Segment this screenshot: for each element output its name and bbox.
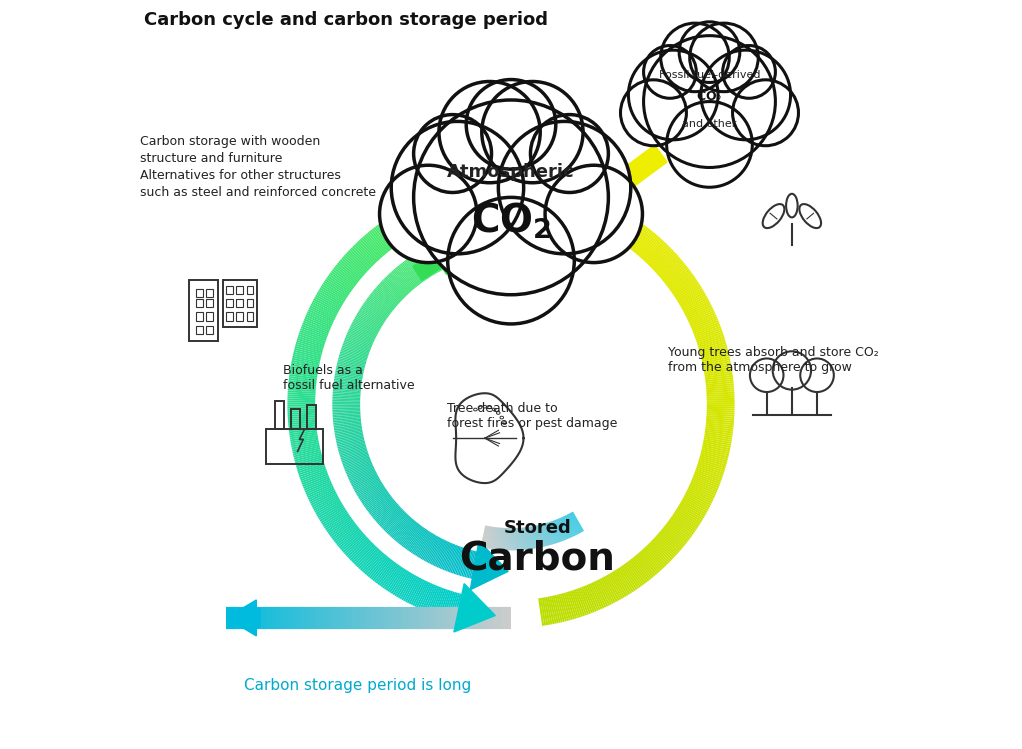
Polygon shape [470, 541, 508, 589]
Ellipse shape [483, 405, 486, 408]
Bar [246, 299, 253, 307]
Bar [236, 285, 243, 294]
Bar [206, 312, 213, 321]
FancyArrow shape [392, 195, 448, 234]
Ellipse shape [473, 408, 477, 411]
Circle shape [666, 102, 752, 187]
FancyArrow shape [552, 192, 623, 235]
Circle shape [379, 166, 477, 263]
Circle shape [499, 121, 631, 254]
Bar [196, 299, 202, 307]
Circle shape [620, 80, 687, 146]
Bar [196, 289, 202, 297]
Circle shape [414, 100, 608, 295]
Text: Atmospheric: Atmospheric [448, 163, 574, 181]
Text: CO$_2$: CO$_2$ [696, 90, 723, 105]
Bar [246, 285, 253, 294]
Circle shape [690, 23, 758, 91]
Circle shape [481, 82, 584, 183]
Bar [206, 326, 213, 334]
Text: Fossil fuel-derived: Fossil fuel-derived [659, 70, 760, 80]
Bar [236, 299, 243, 307]
Circle shape [438, 82, 541, 183]
Ellipse shape [493, 408, 496, 411]
Ellipse shape [487, 406, 492, 409]
Bar [291, 409, 300, 429]
Text: Biofuels as a
fossil fuel alternative: Biofuels as a fossil fuel alternative [282, 364, 414, 392]
Circle shape [733, 80, 798, 146]
Bar [227, 299, 233, 307]
Ellipse shape [497, 412, 500, 414]
Circle shape [660, 23, 730, 91]
Circle shape [414, 115, 492, 192]
Ellipse shape [503, 422, 506, 425]
Text: $\mathbf{CO_2}$: $\mathbf{CO_2}$ [471, 201, 551, 241]
Circle shape [629, 50, 718, 140]
Circle shape [466, 79, 556, 169]
Text: Young trees absorb and store CO₂
from the atmosphere to grow: Young trees absorb and store CO₂ from th… [668, 345, 879, 374]
Circle shape [448, 197, 574, 324]
Text: Stored: Stored [504, 519, 571, 537]
Ellipse shape [500, 416, 504, 419]
Circle shape [530, 115, 608, 192]
Circle shape [723, 46, 776, 98]
FancyArrow shape [579, 145, 667, 213]
Bar [266, 429, 323, 464]
Bar [275, 401, 284, 429]
Bar [236, 312, 243, 321]
Ellipse shape [478, 406, 481, 409]
Text: Carbon cycle and carbon storage period: Carbon cycle and carbon storage period [144, 11, 548, 29]
FancyArrow shape [227, 600, 260, 636]
Bar [227, 312, 233, 321]
Bar [189, 280, 218, 341]
Text: Carbon: Carbon [459, 539, 615, 577]
Bar [307, 405, 316, 429]
Polygon shape [519, 175, 560, 224]
Polygon shape [454, 583, 496, 632]
Circle shape [701, 50, 791, 140]
Text: Tree death due to
forest fires or pest damage: Tree death due to forest fires or pest d… [448, 401, 617, 430]
Text: Carbon storage with wooden
structure and furniture
Alternatives for other struct: Carbon storage with wooden structure and… [140, 135, 376, 198]
Circle shape [680, 22, 740, 82]
Circle shape [391, 121, 523, 254]
Bar [206, 299, 213, 307]
FancyArrow shape [413, 246, 460, 280]
Circle shape [545, 166, 643, 263]
Bar [206, 289, 213, 297]
Circle shape [644, 36, 776, 168]
Bar [196, 312, 202, 321]
Bar [246, 312, 253, 321]
Bar [196, 326, 202, 334]
Bar [227, 285, 233, 294]
Circle shape [644, 46, 696, 98]
Bar [223, 280, 257, 327]
Text: Carbon storage period is long: Carbon storage period is long [244, 678, 471, 693]
Text: and other: and other [683, 118, 737, 129]
